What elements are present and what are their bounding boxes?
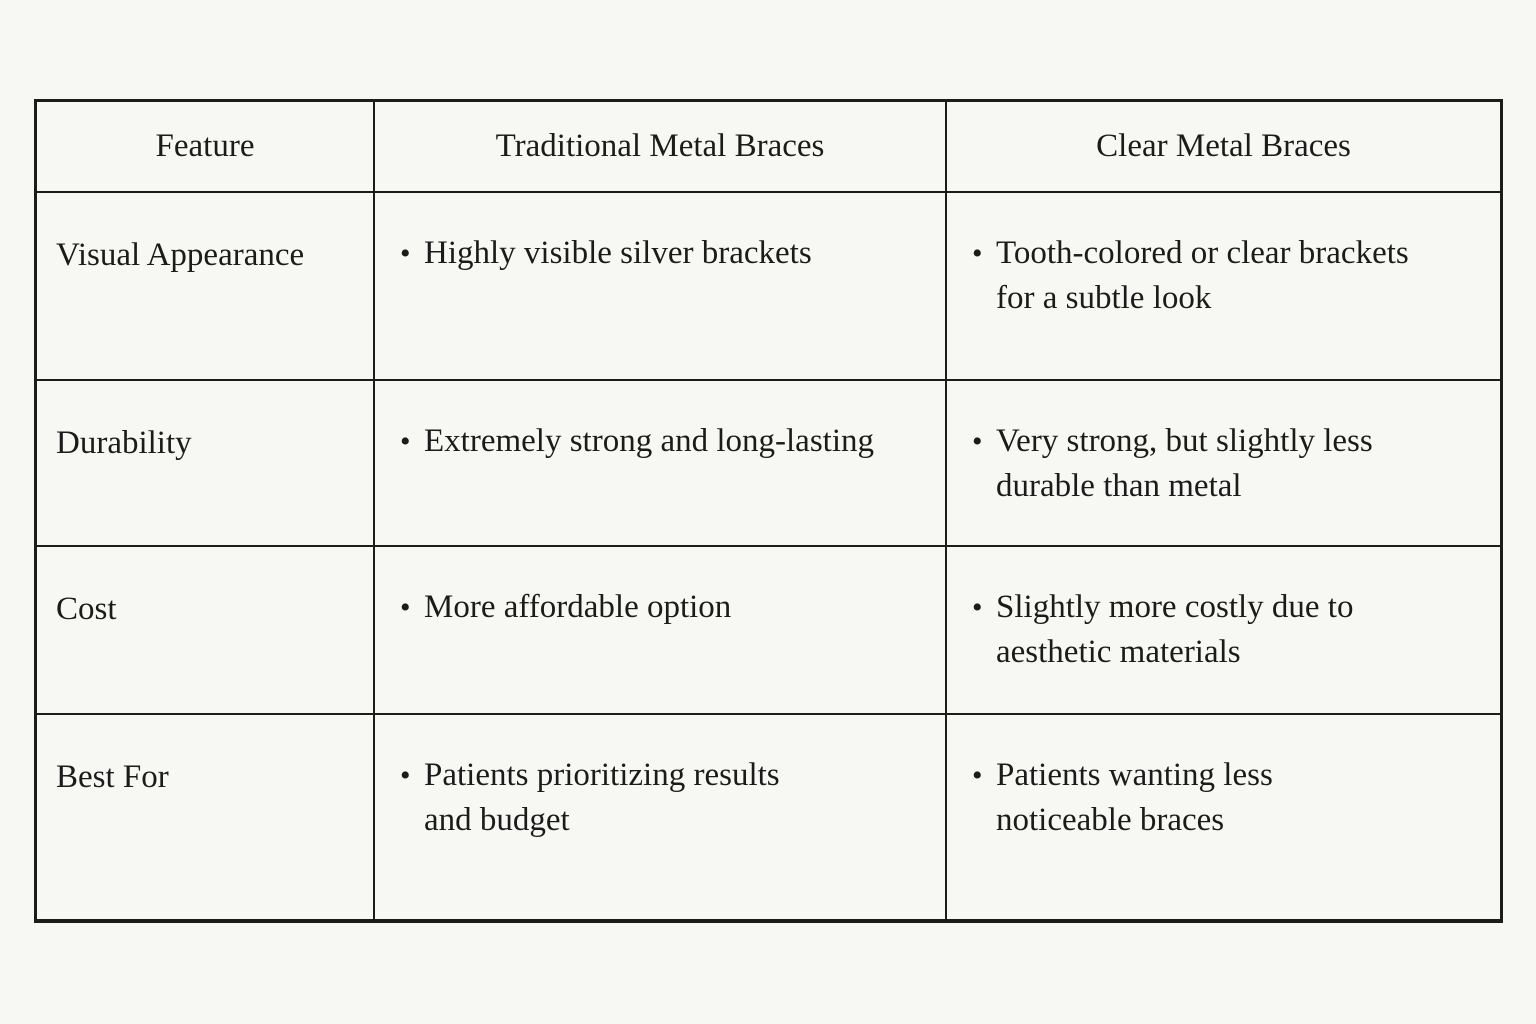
comparison-table: Feature Traditional Metal Braces Clear M…	[34, 99, 1503, 923]
table-cell-clear: • Tooth-colored or clear brackets for a …	[945, 191, 1500, 379]
bullet-icon: •	[972, 591, 983, 624]
column-header-traditional-label: Traditional Metal Braces	[495, 128, 825, 165]
column-header-clear: Clear Metal Braces	[945, 102, 1500, 191]
list-item-text: Extremely strong and long-lasting	[424, 423, 874, 459]
list-item: • Very strong, but slightly less durable…	[972, 419, 1482, 509]
bullet-icon: •	[400, 759, 411, 792]
column-header-traditional: Traditional Metal Braces	[373, 102, 945, 191]
list-item: • Slightly more costly due to aesthetic …	[972, 585, 1482, 675]
column-header-clear-label: Clear Metal Braces	[1096, 128, 1351, 165]
table-row-feature-label: Cost	[37, 545, 373, 713]
bullet-icon: •	[972, 759, 983, 792]
list-item: • Highly visible silver brackets	[400, 231, 927, 276]
table-cell-traditional: • Highly visible silver brackets	[373, 191, 945, 379]
table-row-feature-label: Visual Appearance	[37, 191, 373, 379]
list-item-text: Very strong, but slightly less durable t…	[996, 423, 1373, 504]
list-item-text: Tooth-colored or clear brackets for a su…	[996, 235, 1409, 316]
table-row-feature-label: Best For	[37, 713, 373, 919]
column-header-feature-label: Feature	[155, 128, 255, 165]
table-cell-traditional: • Patients prioritizing results and budg…	[373, 713, 945, 919]
feature-label: Visual Appearance	[56, 237, 305, 273]
list-item-text: Patients prioritizing results and budget	[424, 757, 780, 838]
list-item: • More affordable option	[400, 585, 927, 630]
list-item: • Patients wanting less noticeable brace…	[972, 753, 1482, 843]
list-item-text: Highly visible silver brackets	[424, 235, 812, 271]
table-cell-traditional: • More affordable option	[373, 545, 945, 713]
list-item-text: More affordable option	[424, 589, 732, 625]
table-cell-clear: • Patients wanting less noticeable brace…	[945, 713, 1500, 919]
feature-label: Durability	[56, 425, 192, 461]
table-cell-traditional: • Extremely strong and long-lasting	[373, 379, 945, 545]
table-row-feature-label: Durability	[37, 379, 373, 545]
table-cell-clear: • Very strong, but slightly less durable…	[945, 379, 1500, 545]
list-item: • Patients prioritizing results and budg…	[400, 753, 927, 843]
list-item: • Extremely strong and long-lasting	[400, 419, 927, 464]
bullet-icon: •	[400, 237, 411, 270]
list-item-text: Slightly more costly due to aesthetic ma…	[996, 589, 1354, 670]
list-item: • Tooth-colored or clear brackets for a …	[972, 231, 1482, 321]
bullet-icon: •	[400, 425, 411, 458]
feature-label: Best For	[56, 759, 169, 795]
bullet-icon: •	[972, 425, 983, 458]
column-header-feature: Feature	[37, 102, 373, 191]
list-item-text: Patients wanting less noticeable braces	[996, 757, 1273, 838]
feature-label: Cost	[56, 591, 117, 627]
bullet-icon: •	[400, 591, 411, 624]
bullet-icon: •	[972, 237, 983, 270]
table-cell-clear: • Slightly more costly due to aesthetic …	[945, 545, 1500, 713]
